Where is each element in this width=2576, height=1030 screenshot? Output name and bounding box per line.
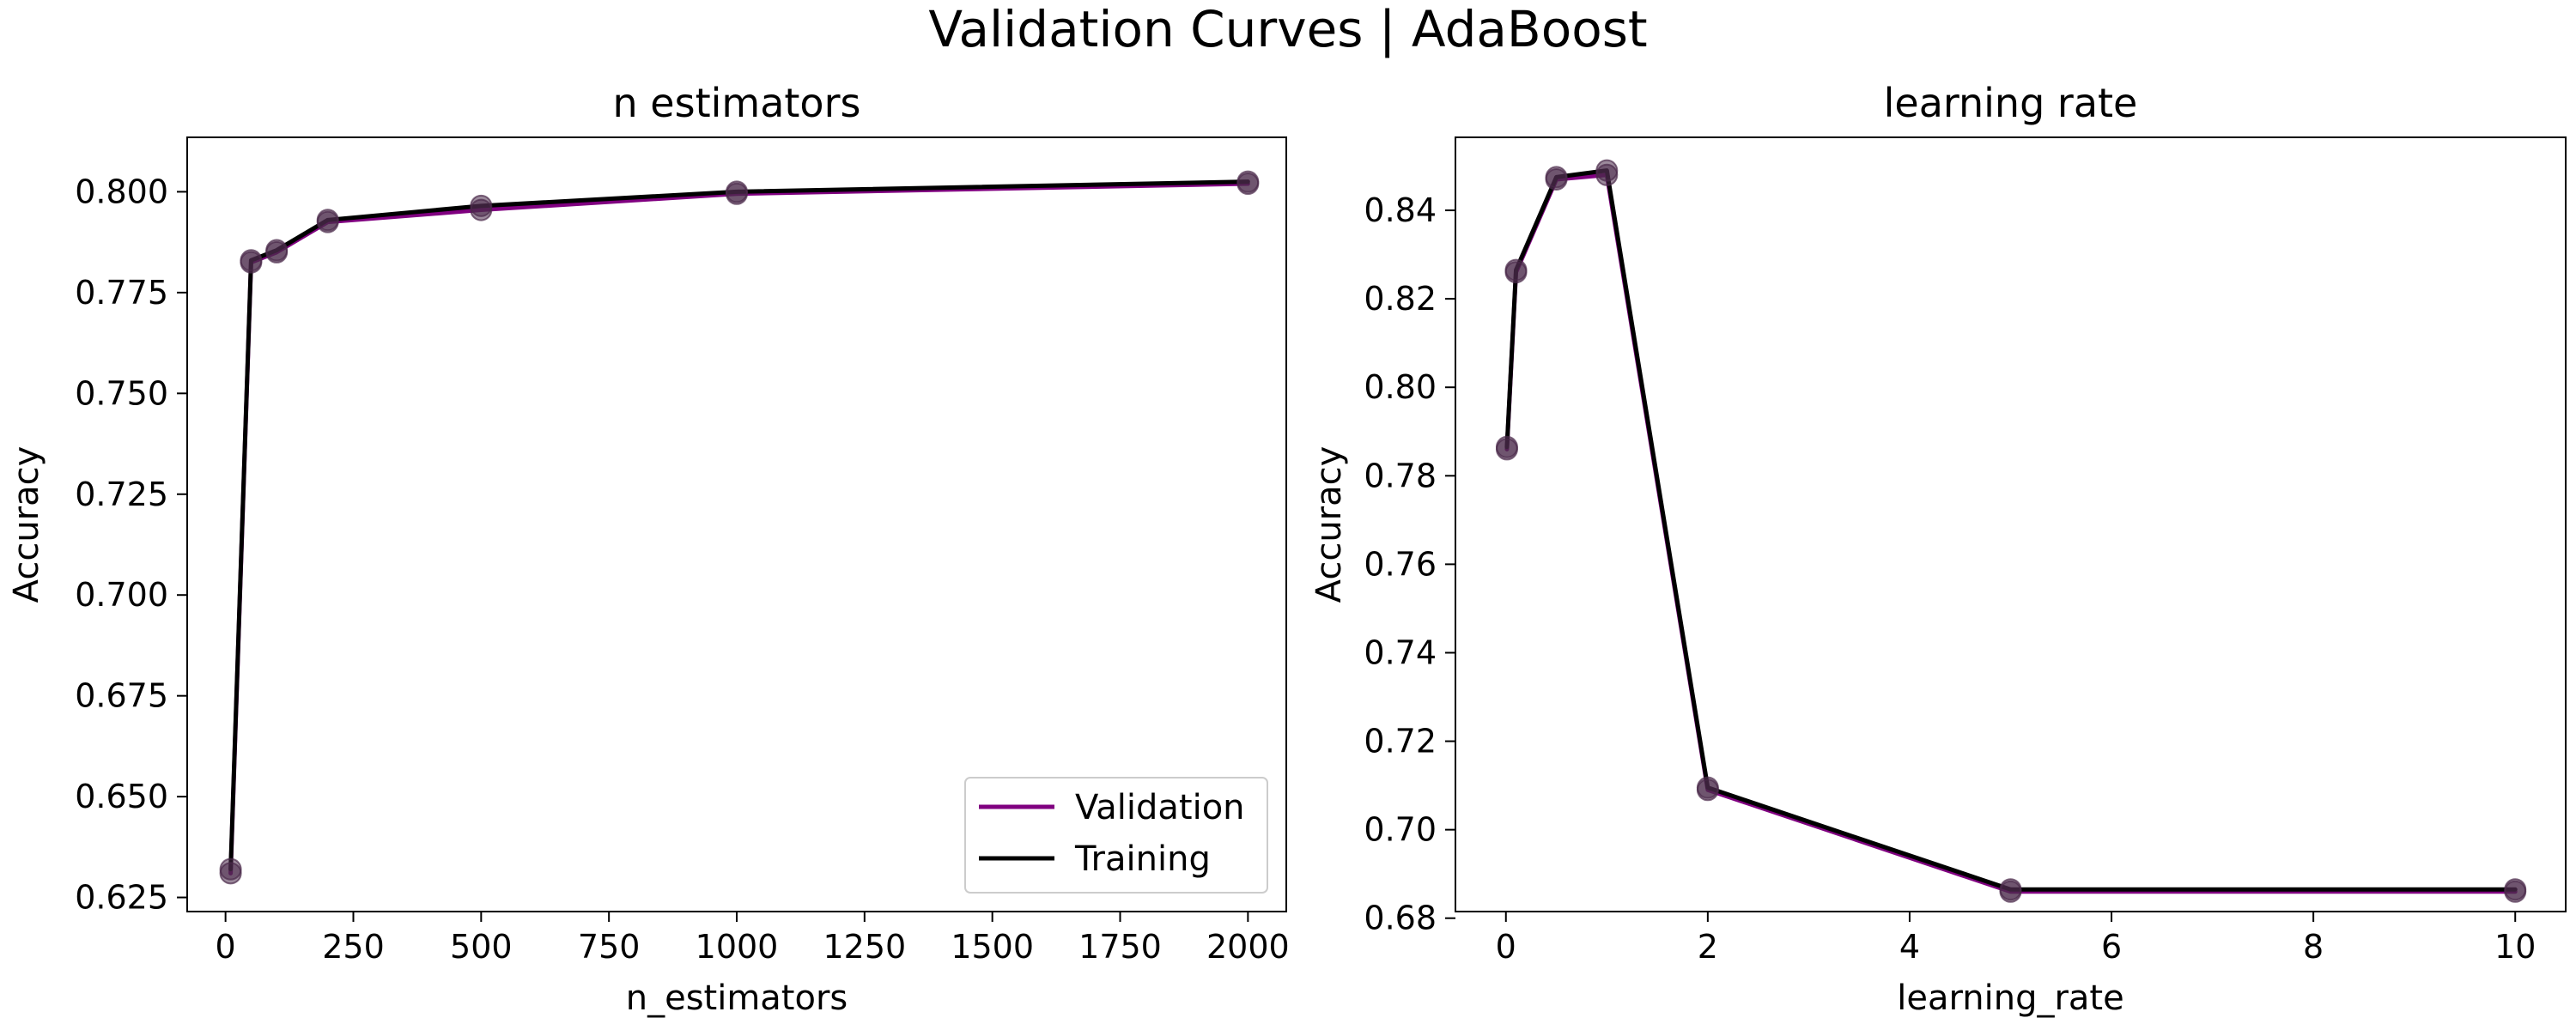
data-point-training xyxy=(2504,878,2527,901)
y-tick-label: 0.74 xyxy=(1364,633,1437,671)
y-tick-label: 0.675 xyxy=(75,677,168,715)
y-axis-label: Accuracy xyxy=(1309,446,1349,603)
y-tick-label: 0.775 xyxy=(75,274,168,312)
x-tick-label: 4 xyxy=(1899,928,1920,966)
x-tick-label: 2 xyxy=(1698,928,1718,966)
legend-label-training: Training xyxy=(1074,839,1211,879)
subplot-n-estimators: n estimators 0 250 500 750 1000 1250 1500 1750 20… xyxy=(7,80,1290,1018)
axes-frame xyxy=(186,136,1287,912)
x-tick-label: 250 xyxy=(322,928,385,966)
x-tick-label: 0 xyxy=(216,928,236,966)
y-tick-label: 0.84 xyxy=(1364,191,1437,229)
y-tick-label: 0.725 xyxy=(75,476,168,513)
axes-frame xyxy=(1455,136,2567,912)
data-point-training xyxy=(316,209,339,232)
x-axis-label: n_estimators xyxy=(626,978,848,1018)
data-point-training xyxy=(265,239,289,262)
data-point-training xyxy=(726,180,748,203)
legend: Validation Training xyxy=(964,777,1268,894)
y-tick-label: 0.68 xyxy=(1364,900,1437,937)
x-tick-label: 1750 xyxy=(1078,928,1162,966)
data-point-training xyxy=(1236,170,1260,193)
data-point-training xyxy=(1999,878,2022,901)
legend-label-validation: Validation xyxy=(1075,788,1245,827)
y-tick-label: 0.700 xyxy=(75,576,168,614)
x-tick-label: 500 xyxy=(450,928,513,966)
x-tick-label: 6 xyxy=(2101,928,2122,966)
y-tick-label: 0.80 xyxy=(1364,368,1437,406)
y-tick-label: 0.76 xyxy=(1364,545,1437,583)
x-tick-label: 1500 xyxy=(951,928,1034,966)
subplot-learning-rate: learning rate 0 2 4 6 8 10 0.68 0.70 0.72 0.74 0.76… xyxy=(1309,80,2567,1018)
figure-title: Validation Curves | AdaBoost xyxy=(928,0,1647,58)
y-axis-label: Accuracy xyxy=(7,446,46,603)
x-tick-label: 750 xyxy=(578,928,641,966)
data-point-training xyxy=(470,194,493,217)
data-point-training xyxy=(1696,776,1719,799)
y-tick-label: 0.72 xyxy=(1364,723,1437,760)
y-tick-label: 0.750 xyxy=(75,374,168,412)
data-point-training xyxy=(240,249,263,272)
data-point-training xyxy=(219,857,242,881)
x-tick-label: 1250 xyxy=(823,928,906,966)
data-point-training xyxy=(1495,435,1518,458)
x-tick-label: 1000 xyxy=(696,928,779,966)
y-tick-label: 0.625 xyxy=(75,879,168,917)
data-point-training xyxy=(1504,258,1528,282)
x-tick-label: 2000 xyxy=(1206,928,1290,966)
y-tick-label: 0.650 xyxy=(75,778,168,815)
x-tick-label: 0 xyxy=(1496,928,1516,966)
data-point-training xyxy=(1595,159,1619,182)
y-tick-label: 0.70 xyxy=(1364,811,1437,849)
x-tick-label: 8 xyxy=(2303,928,2324,966)
y-tick-label: 0.82 xyxy=(1364,280,1437,318)
data-point-training xyxy=(1545,166,1568,189)
subplot-title: n estimators xyxy=(613,80,861,126)
y-tick-label: 0.78 xyxy=(1364,457,1437,494)
x-axis-label: learning_rate xyxy=(1897,978,2123,1018)
y-tick-label: 0.800 xyxy=(75,173,168,210)
x-tick-label: 10 xyxy=(2494,928,2536,966)
subplot-title: learning rate xyxy=(1884,80,2138,126)
